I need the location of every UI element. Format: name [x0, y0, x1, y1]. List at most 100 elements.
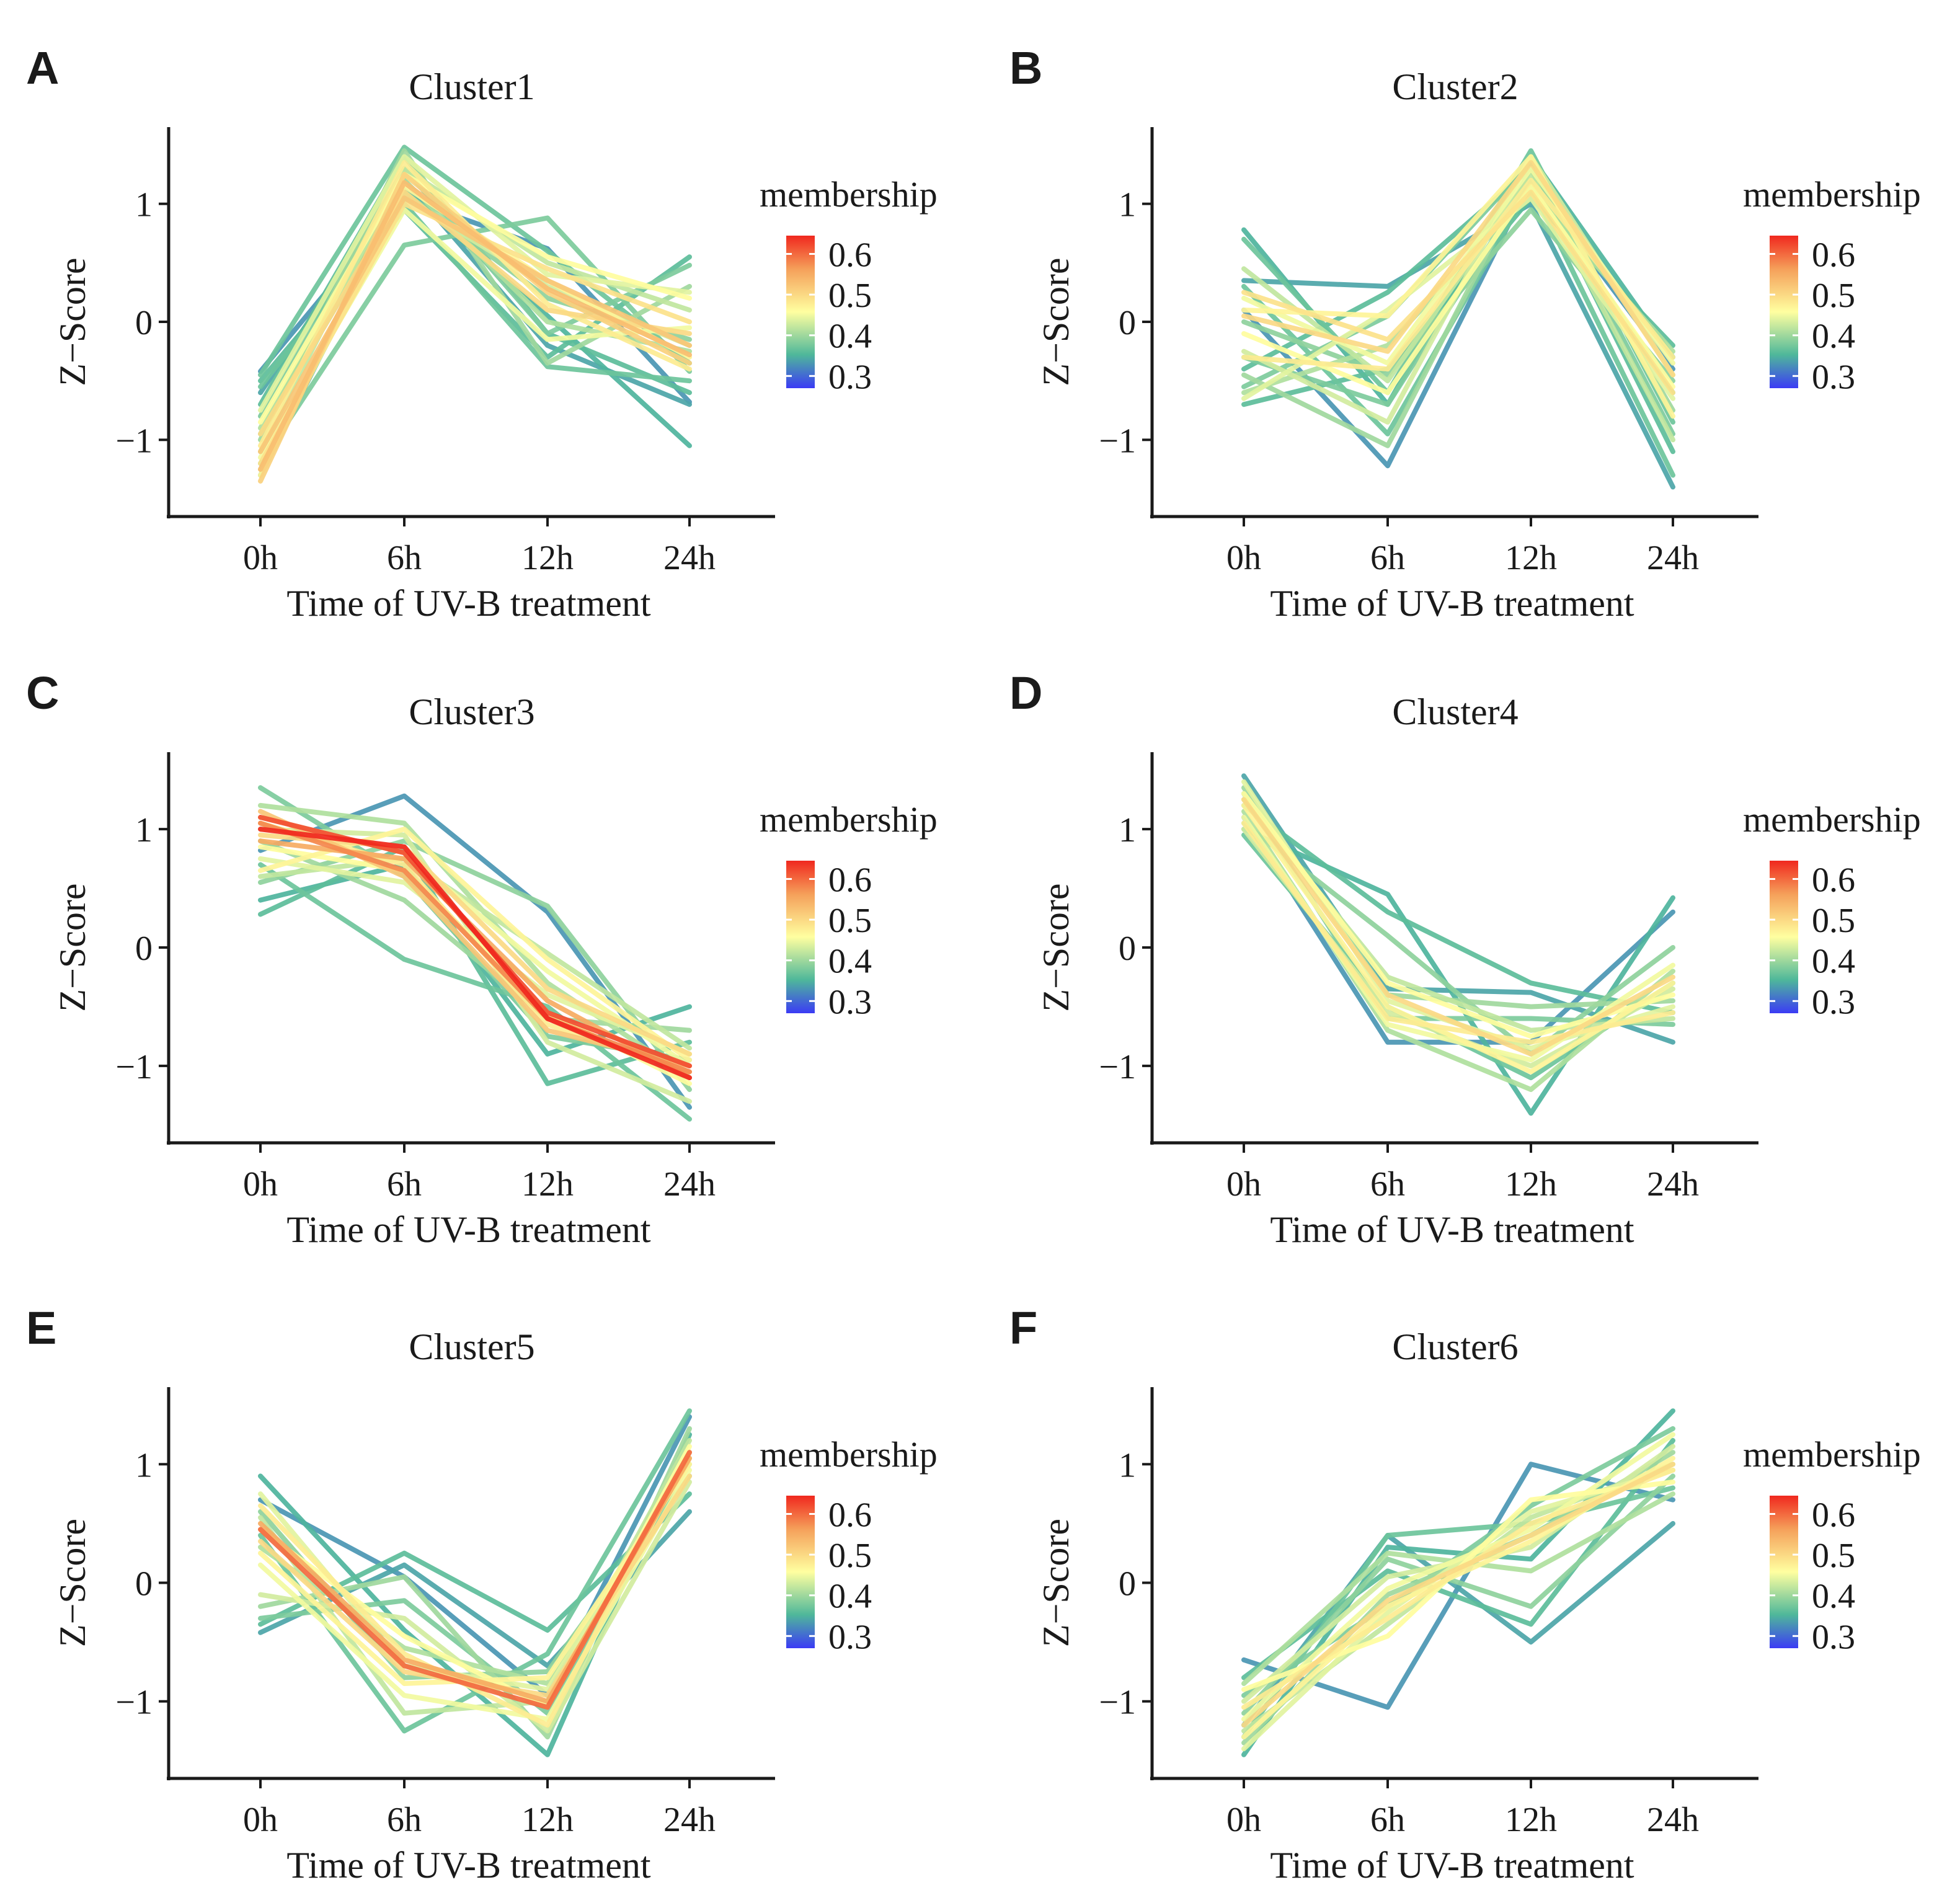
- series-line: [258, 1467, 692, 1722]
- x-tick-label: 24h: [1647, 1165, 1699, 1204]
- x-axis-title: Time of UV-B treatment: [1270, 583, 1634, 624]
- legend-tick-label: 0.4: [1812, 943, 1855, 981]
- legend-tick-label: 0.6: [1812, 236, 1855, 275]
- panels-container: A Cluster1 −1 0 1 0h 6h 12h 24h Time of UV-B trea…: [26, 42, 1921, 1886]
- series-group: [258, 785, 692, 1122]
- x-tick-label: 6h: [1370, 539, 1405, 577]
- y-axis-title: Z−Score: [52, 1519, 93, 1647]
- legend-tick-label: 0.3: [1812, 1618, 1855, 1656]
- chart-panel-e: E Cluster5 −1 0 1 0h 6h 12h 24h Time of UV-B trea…: [26, 1302, 938, 1886]
- y-axis-title: Z−Score: [1035, 1519, 1076, 1647]
- series-line: [258, 827, 692, 1080]
- series-line: [1241, 201, 1675, 490]
- chart-title: Cluster3: [409, 691, 534, 732]
- chart-title: Cluster5: [409, 1326, 534, 1367]
- chart-panel-f: F Cluster6 −1 0 1 0h 6h 12h 24h Time of UV-B trea…: [1009, 1302, 1921, 1886]
- legend-title: membership: [1743, 799, 1921, 840]
- series-group: [1241, 773, 1675, 1116]
- x-tick-label: 6h: [1370, 1801, 1405, 1839]
- x-tick-label: 6h: [387, 1801, 422, 1839]
- x-tick-label: 12h: [521, 1801, 574, 1839]
- x-axis-title: Time of UV-B treatment: [286, 1845, 651, 1886]
- membership-legend: membership 0.60.50.40.3: [760, 1434, 938, 1656]
- y-tick-label: 0: [135, 1565, 153, 1604]
- legend-title: membership: [760, 174, 938, 215]
- legend-tick-label: 0.3: [828, 983, 872, 1021]
- panel-letter: B: [1009, 42, 1042, 94]
- legend-tick-label: 0.4: [1812, 1578, 1855, 1616]
- legend-colorbar: [786, 236, 815, 388]
- x-tick-label: 24h: [1647, 539, 1699, 577]
- x-axis-title: Time of UV-B treatment: [1270, 1209, 1634, 1250]
- y-tick-label: 0: [135, 930, 153, 968]
- panel-letter: F: [1009, 1302, 1037, 1354]
- legend-tick-label: 0.6: [1812, 861, 1855, 900]
- x-axis-title: Time of UV-B treatment: [1270, 1845, 1634, 1886]
- x-tick-label: 24h: [663, 1801, 716, 1839]
- series-line: [1241, 189, 1675, 396]
- y-tick-label: 0: [135, 304, 153, 342]
- y-tick-label: −1: [115, 1048, 153, 1086]
- series-line: [1241, 820, 1675, 1057]
- panel-letter: A: [26, 42, 59, 94]
- x-tick-label: 6h: [387, 539, 422, 577]
- chart-title: Cluster1: [409, 66, 534, 107]
- legend-tick-label: 0.5: [828, 277, 872, 315]
- series-line: [1241, 820, 1675, 1045]
- series-line: [258, 144, 692, 378]
- panel-letter: D: [1009, 667, 1042, 719]
- series-line: [258, 1414, 692, 1698]
- series-line: [1241, 797, 1675, 1057]
- legend-tick-label: 0.5: [1812, 902, 1855, 940]
- panel-letter: C: [26, 667, 59, 719]
- membership-legend: membership 0.60.50.40.3: [1743, 1434, 1921, 1656]
- x-tick-label: 12h: [1505, 1801, 1557, 1839]
- x-tick-label: 0h: [243, 1801, 278, 1839]
- legend-tick-label: 0.6: [1812, 1496, 1855, 1535]
- series-line: [258, 1473, 692, 1698]
- y-tick-label: −1: [1099, 1048, 1136, 1086]
- x-tick-label: 12h: [521, 539, 574, 577]
- chart-panel-c: C Cluster3 −1 0 1 0h 6h 12h 24h Time of UV-B trea…: [26, 667, 938, 1250]
- series-line: [1241, 154, 1675, 419]
- x-tick-label: 24h: [1647, 1801, 1699, 1839]
- legend-colorbar: [1770, 1496, 1798, 1648]
- series-line: [258, 856, 692, 1051]
- legend-tick-label: 0.6: [828, 861, 872, 900]
- legend-colorbar: [1770, 236, 1798, 388]
- chart-title: Cluster6: [1392, 1326, 1518, 1367]
- x-axis-title: Time of UV-B treatment: [286, 583, 651, 624]
- membership-legend: membership 0.60.50.40.3: [760, 799, 938, 1021]
- legend-tick-label: 0.3: [828, 1618, 872, 1656]
- membership-legend: membership 0.60.50.40.3: [760, 174, 938, 396]
- legend-tick-label: 0.4: [828, 317, 872, 356]
- series-line: [1241, 1520, 1675, 1728]
- legend-title: membership: [1743, 174, 1921, 215]
- legend-tick-label: 0.5: [828, 1537, 872, 1575]
- series-line: [1241, 1432, 1675, 1722]
- series-line: [1241, 160, 1675, 378]
- series-line: [258, 1450, 692, 1710]
- legend-tick-label: 0.5: [1812, 1537, 1855, 1575]
- y-axis-title: Z−Score: [1035, 883, 1076, 1011]
- series-group: [1241, 1408, 1675, 1757]
- x-tick-label: 6h: [387, 1165, 422, 1204]
- series-line: [258, 862, 692, 1122]
- y-tick-label: 1: [135, 811, 153, 850]
- x-tick-label: 0h: [1226, 1801, 1261, 1839]
- x-tick-label: 0h: [243, 539, 278, 577]
- chart-title: Cluster4: [1392, 691, 1518, 732]
- legend-colorbar: [786, 861, 815, 1013]
- series-line: [258, 832, 692, 1057]
- y-tick-label: 1: [1119, 186, 1136, 224]
- series-line: [258, 172, 692, 425]
- x-tick-label: 12h: [1505, 539, 1557, 577]
- legend-colorbar: [1770, 861, 1798, 1013]
- y-tick-label: 1: [1119, 1446, 1136, 1484]
- legend-tick-label: 0.4: [828, 1578, 872, 1616]
- membership-legend: membership 0.60.50.40.3: [1743, 174, 1921, 396]
- x-tick-label: 6h: [1370, 1165, 1405, 1204]
- y-axis-title: Z−Score: [52, 883, 93, 1011]
- x-tick-label: 24h: [663, 1165, 716, 1204]
- legend-tick-label: 0.6: [828, 1496, 872, 1535]
